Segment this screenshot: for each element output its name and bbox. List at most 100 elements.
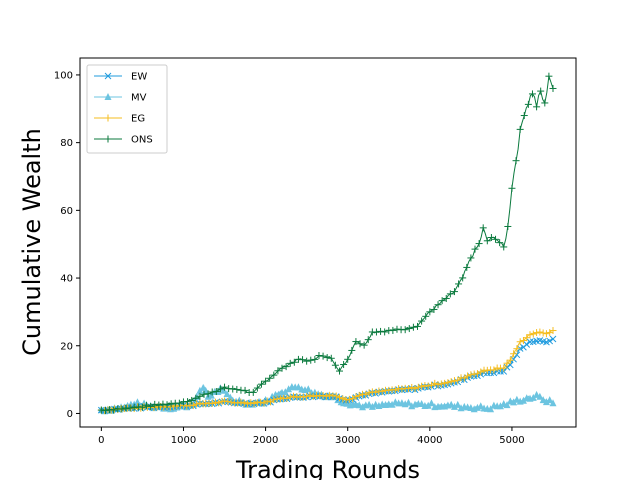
data-point <box>196 386 204 394</box>
y-tick-label: 20 <box>60 341 73 352</box>
y-axis-title: Cumulative Wealth <box>18 128 46 356</box>
legend-label: EG <box>131 114 145 125</box>
y-tick-label: 60 <box>60 206 73 217</box>
data-point <box>110 406 118 414</box>
data-point <box>151 400 159 408</box>
data-point <box>426 308 434 316</box>
data-point <box>332 392 340 400</box>
data-point <box>516 338 524 346</box>
data-point <box>304 385 312 393</box>
data-point <box>290 358 298 366</box>
data-point <box>339 395 347 403</box>
data-point <box>104 114 112 122</box>
data-point <box>294 383 302 391</box>
legend-label: EW <box>131 72 147 83</box>
data-point <box>282 363 290 371</box>
data-point <box>503 359 511 367</box>
data-point <box>193 400 201 408</box>
data-point <box>335 367 343 375</box>
data-point <box>303 357 311 365</box>
data-point <box>500 243 508 251</box>
data-point <box>418 382 426 390</box>
data-point <box>510 398 518 406</box>
data-point <box>503 401 511 409</box>
data-point <box>450 402 458 410</box>
legend: EW MV EG ONS <box>86 64 168 154</box>
y-tick-label: 0 <box>67 409 73 420</box>
data-point <box>477 402 485 410</box>
data-point <box>404 385 412 393</box>
data-point <box>364 336 372 344</box>
data-point <box>500 364 508 372</box>
data-point <box>372 388 380 396</box>
data-point <box>362 390 370 398</box>
data-point <box>358 403 366 411</box>
data-point <box>431 379 439 387</box>
data-point <box>508 184 516 192</box>
data-point <box>546 337 554 345</box>
data-point <box>133 398 141 406</box>
data-point <box>473 370 481 378</box>
data-point <box>542 398 550 406</box>
data-point <box>283 394 291 402</box>
data-point <box>188 396 196 404</box>
data-point <box>315 351 323 359</box>
data-point <box>184 398 192 406</box>
data-point <box>237 398 245 406</box>
legend-box <box>86 64 168 154</box>
data-point <box>464 372 472 380</box>
data-point <box>207 391 215 399</box>
data-point <box>512 157 520 165</box>
data-point <box>418 317 426 325</box>
data-point <box>549 327 557 335</box>
x-tick-label: 1000 <box>171 435 196 446</box>
data-point <box>303 392 311 400</box>
data-point <box>274 367 282 375</box>
data-point <box>368 402 376 410</box>
data-point <box>326 391 334 399</box>
data-point <box>546 396 554 404</box>
data-point <box>388 400 396 408</box>
data-point <box>306 391 314 399</box>
data-point <box>520 112 528 120</box>
data-point <box>422 312 430 320</box>
data-point <box>539 329 547 337</box>
data-point <box>438 297 446 305</box>
series-group <box>97 72 557 415</box>
data-point <box>118 405 126 413</box>
data-point <box>377 327 385 335</box>
data-point <box>216 385 224 393</box>
data-point <box>345 395 353 403</box>
data-point <box>381 328 389 336</box>
data-point <box>215 399 223 407</box>
data-point <box>240 399 248 407</box>
data-point <box>391 386 399 394</box>
data-point <box>104 93 112 100</box>
data-point <box>196 399 204 407</box>
data-point <box>496 239 504 247</box>
data-point <box>475 240 483 248</box>
legend-entry: MV <box>94 93 147 104</box>
data-point <box>319 391 327 399</box>
data-point <box>196 392 204 400</box>
data-point <box>437 380 445 388</box>
legend-entry: ONS <box>94 135 153 146</box>
x-axis-title: Trading Rounds <box>235 456 420 480</box>
data-point <box>463 263 471 271</box>
data-point <box>241 386 249 394</box>
data-point <box>528 90 536 98</box>
data-point <box>167 400 175 408</box>
data-point <box>104 135 112 143</box>
data-point <box>483 237 491 245</box>
data-point <box>323 354 331 362</box>
series-mv <box>97 383 557 415</box>
data-point <box>487 405 495 413</box>
data-point <box>335 394 343 402</box>
data-point <box>204 390 212 398</box>
data-point <box>467 371 475 379</box>
data-point <box>446 290 454 298</box>
data-point <box>533 103 541 111</box>
data-point <box>492 235 500 243</box>
data-point <box>545 72 553 80</box>
data-point <box>408 383 416 391</box>
